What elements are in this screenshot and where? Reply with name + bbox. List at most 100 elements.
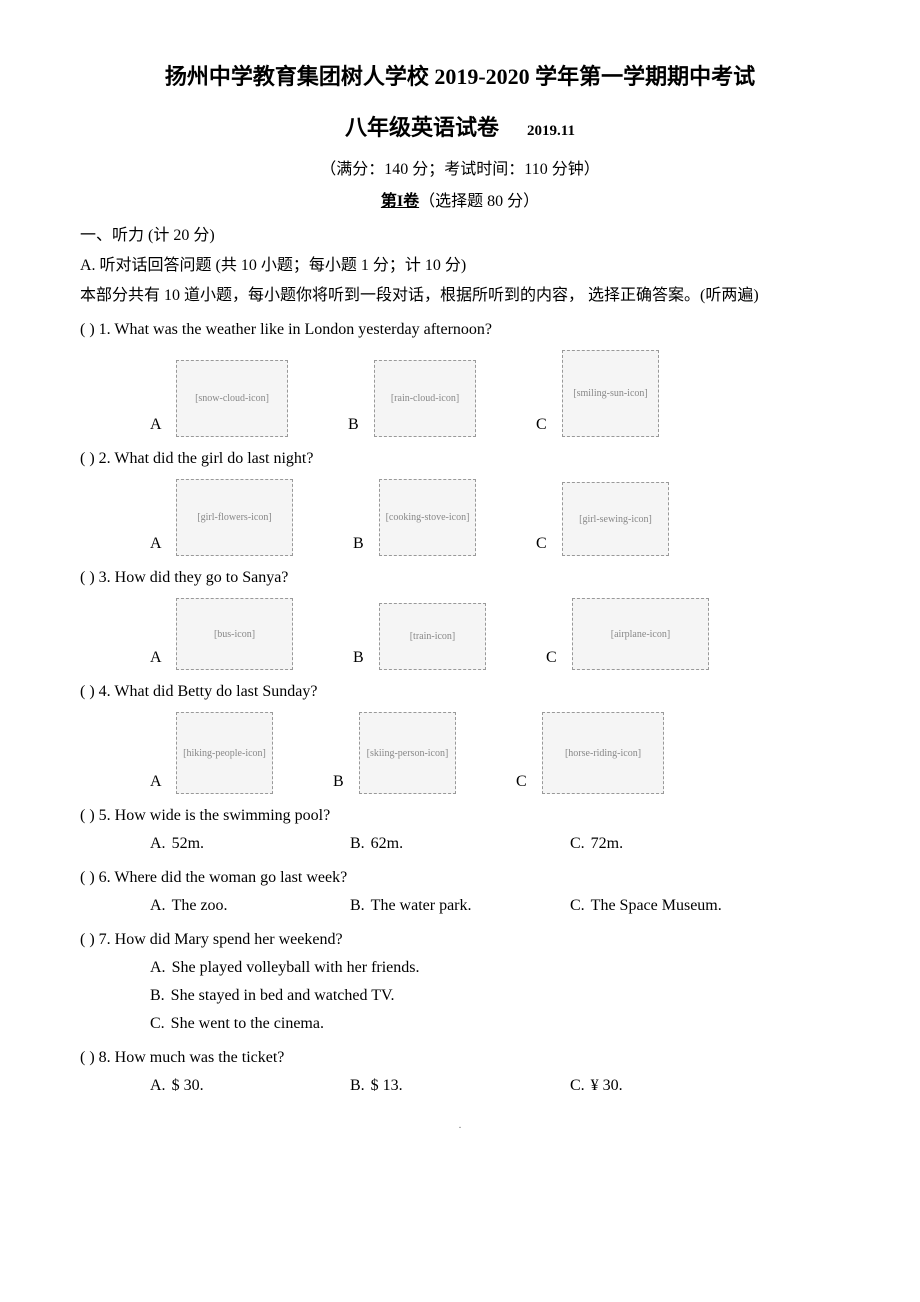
option-c[interactable]: C.She went to the cinema. [150,1012,840,1036]
options-row: A.$ 30.B.$ 13.C.¥ 30. [150,1074,840,1098]
option-b[interactable]: B.She stayed in bed and watched TV. [150,984,840,1008]
option-text: The Space Museum. [591,894,722,918]
option-letter: B. [150,984,165,1008]
option-letter: C. [150,1012,165,1036]
title-main: 扬州中学教育集团树人学校 2019-2020 学年第一学期期中考试 [80,60,840,93]
option-letter: B. [350,894,365,918]
option-a[interactable]: A.The zoo. [150,894,350,918]
option-text: She stayed in bed and watched TV. [171,984,395,1008]
option-letter: A. [150,1074,166,1098]
options-row: A [hiking-people-icon] B [skiing-person-ico… [150,712,840,794]
option-letter: B [348,413,366,437]
option-c[interactable]: C[smiling-sun-icon] [536,350,659,437]
options-row: A [girl-flowers-icon] B[cooking-stove-icon… [150,479,840,556]
option-letter: A. [150,956,166,980]
question-stem: ( ) 1. What was the weather like in Lond… [80,318,840,342]
options-column: A.She played volleyball with her friends… [150,956,840,1036]
girl-sewing-icon: [girl-sewing-icon] [562,482,669,556]
options-row: A[bus-icon] B [train-icon] C[airplane-icon] [150,598,840,670]
option-c[interactable]: C [girl-sewing-icon] [536,482,669,556]
title-sub-row: 八年级英语试卷 2019.11 [80,111,840,144]
option-letter: B [353,532,371,556]
option-label-row: C[smiling-sun-icon] [536,350,659,437]
option-letter: B. [350,832,365,856]
option-letter: C [536,413,554,437]
option-label-row: A [hiking-people-icon] [150,712,273,794]
question-stem: ( ) 5. How wide is the swimming pool? [80,804,840,828]
option-label-row: B [train-icon] [353,603,486,670]
option-letter: A. [150,894,166,918]
option-letter: B [353,646,371,670]
option-label-row: A[bus-icon] [150,598,293,670]
part-label-rest: （选择题 80 分） [419,193,539,210]
option-text: The water park. [371,894,472,918]
options-row: A.52m.B.62m.C.72m. [150,832,840,856]
option-a[interactable]: A[snow-cloud-icon] [150,360,288,437]
option-a[interactable]: A.52m. [150,832,350,856]
option-letter: A [150,770,168,794]
question-8: ( ) 8. How much was the ticket?A.$ 30.B.… [80,1046,840,1098]
option-label-row: C[airplane-icon] [546,598,709,670]
part-label-underlined: 第I卷 [381,193,419,210]
option-b[interactable]: B.$ 13. [350,1074,570,1098]
option-a[interactable]: A.$ 30. [150,1074,350,1098]
option-letter: C [536,532,554,556]
option-text: She played volleyball with her friends. [172,956,420,980]
options-row: A.The zoo.B.The water park.C.The Space M… [150,894,840,918]
question-6: ( ) 6. Where did the woman go last week?… [80,866,840,918]
option-label-row: B[rain-cloud-icon] [348,360,476,437]
option-a[interactable]: A [hiking-people-icon] [150,712,273,794]
option-letter: A. [150,832,166,856]
option-label-row: B[cooking-stove-icon] [353,479,476,556]
option-label-row: A [girl-flowers-icon] [150,479,293,556]
question-3: ( ) 3. How did they go to Sanya? A[bus-ic… [80,566,840,670]
option-text: $ 30. [172,1074,204,1098]
option-c[interactable]: C [horse-riding-icon] [516,712,664,794]
question-stem: ( ) 4. What did Betty do last Sunday? [80,680,840,704]
question-stem: ( ) 3. How did they go to Sanya? [80,566,840,590]
train-icon: [train-icon] [379,603,486,670]
option-letter: C [516,770,534,794]
option-c[interactable]: C.The Space Museum. [570,894,790,918]
option-c[interactable]: C.¥ 30. [570,1074,790,1098]
horse-riding-icon: [horse-riding-icon] [542,712,664,794]
option-label-row: A[snow-cloud-icon] [150,360,288,437]
question-1: ( ) 1. What was the weather like in Lond… [80,318,840,437]
option-b[interactable]: B [skiing-person-icon] [333,712,456,794]
option-letter: B [333,770,351,794]
questions-container: ( ) 1. What was the weather like in Lond… [80,318,840,1098]
question-stem: ( ) 2. What did the girl do last night? [80,447,840,471]
option-a[interactable]: A [girl-flowers-icon] [150,479,293,556]
option-letter: A [150,532,168,556]
skiing-person-icon: [skiing-person-icon] [359,712,456,794]
question-stem: ( ) 8. How much was the ticket? [80,1046,840,1070]
option-b[interactable]: B.62m. [350,832,570,856]
hiking-people-icon: [hiking-people-icon] [176,712,273,794]
question-stem: ( ) 7. How did Mary spend her weekend? [80,928,840,952]
question-stem: ( ) 6. Where did the woman go last week? [80,866,840,890]
option-text: She went to the cinema. [171,1012,324,1036]
option-a[interactable]: A.She played volleyball with her friends… [150,956,840,980]
section-heading: 一、听力 (计 20 分) [80,224,840,248]
option-b[interactable]: B[rain-cloud-icon] [348,360,476,437]
option-c[interactable]: C[airplane-icon] [546,598,709,670]
option-c[interactable]: C.72m. [570,832,790,856]
section-sub-a: A. 听对话回答问题 (共 10 小题；每小题 1 分；计 10 分) [80,254,840,278]
option-a[interactable]: A[bus-icon] [150,598,293,670]
part-header: 第I卷（选择题 80 分） [80,190,840,214]
options-row: A[snow-cloud-icon] B[rain-cloud-icon] C[sm… [150,350,840,437]
option-letter: B. [350,1074,365,1098]
girl-flowers-icon: [girl-flowers-icon] [176,479,293,556]
bus-icon: [bus-icon] [176,598,293,670]
option-text: 52m. [172,832,204,856]
title-sub: 八年级英语试卷 [345,111,499,144]
option-letter: C. [570,894,585,918]
option-b[interactable]: B.The water park. [350,894,570,918]
scoring-line: （满分：140 分；考试时间：110 分钟） [80,158,840,182]
question-2: ( ) 2. What did the girl do last night? A… [80,447,840,556]
option-label-row: B [skiing-person-icon] [333,712,456,794]
option-b[interactable]: B[cooking-stove-icon] [353,479,476,556]
option-letter: C. [570,1074,585,1098]
question-7: ( ) 7. How did Mary spend her weekend? A.… [80,928,840,1036]
option-b[interactable]: B [train-icon] [353,603,486,670]
